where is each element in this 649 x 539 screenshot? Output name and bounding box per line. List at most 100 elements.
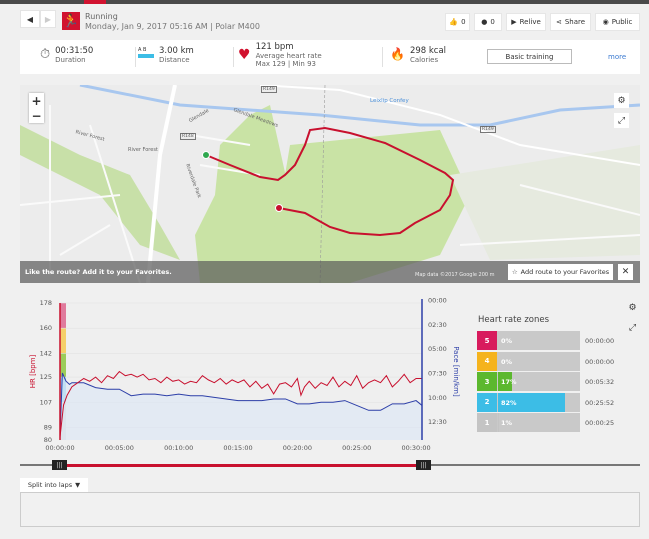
- zone-band: [60, 303, 66, 329]
- zone-percent: 0%: [501, 357, 513, 366]
- hr-minmax: Max 129 | Min 93: [255, 60, 316, 68]
- relive-button[interactable]: ▶ Relive: [506, 13, 546, 31]
- laps-panel: [20, 492, 640, 527]
- share-button[interactable]: ⋖ Share: [550, 13, 591, 31]
- map-copyright: Map data ©2017 Google 200 m: [415, 272, 495, 278]
- zone-percent: 0%: [501, 337, 513, 345]
- hr-pace-chart[interactable]: 80 89 107 125 142 160 178 00:00 02:30 05:00 07:30 1…: [0, 295, 470, 460]
- x-tick-label: 00:30:00: [401, 444, 430, 452]
- zone-number: 3: [477, 372, 497, 391]
- distance-label: Distance: [159, 56, 190, 64]
- sport-title: Running: [85, 12, 118, 21]
- hr-label: Average heart rate: [255, 52, 322, 60]
- add-to-favorites-button[interactable]: ☆ Add route to your Favorites: [508, 264, 613, 280]
- share-icon: ⋖: [555, 18, 562, 26]
- zoom-out-button[interactable]: −: [31, 108, 42, 123]
- y-tick-label: 80: [44, 436, 52, 444]
- map-fullscreen-button[interactable]: ⤢: [614, 113, 629, 128]
- favorites-prompt: Like the route? Add it to your Favorites…: [25, 268, 172, 276]
- favorites-banner: Like the route? Add it to your Favorites…: [20, 261, 640, 283]
- like-button[interactable]: 👍 0: [445, 13, 470, 31]
- map-label: R149: [261, 86, 277, 93]
- zone-number: 1: [477, 413, 497, 432]
- summary-bar: ⏱ 00:31:50 Duration A B 3.00 km Distance ♥…: [20, 40, 640, 74]
- more-link[interactable]: more: [608, 53, 627, 61]
- distance-stat: A B 3.00 km Distance: [138, 47, 194, 64]
- y2-tick-label: 05:00: [428, 345, 447, 353]
- close-banner-button[interactable]: ✕: [618, 264, 633, 280]
- thumbs-up-icon: 👍: [449, 18, 459, 26]
- expand-icon: ⤢: [617, 115, 626, 126]
- zone-band: [60, 328, 66, 354]
- next-button[interactable]: ▶: [40, 10, 56, 28]
- zone-bar: [498, 392, 566, 412]
- range-end-handle[interactable]: |||: [416, 460, 431, 470]
- zone-row-4: 4 0%: [477, 351, 580, 371]
- caret-down-icon: ▼: [75, 481, 81, 489]
- expand-icon: ⤢: [628, 322, 637, 333]
- y-tick-label: 160: [40, 324, 52, 332]
- y2-tick-label: 12:30: [428, 418, 447, 426]
- share-label: Share: [564, 18, 586, 26]
- range-slider[interactable]: [20, 463, 640, 467]
- zone-row-3: 3 17%: [477, 372, 580, 391]
- y-tick-label: 142: [40, 349, 52, 357]
- route-map[interactable]: + − ⚙ ⤢ Leixlip Confey Glendale Glendale…: [20, 85, 640, 283]
- training-benefit-button[interactable]: Basic training: [487, 49, 572, 64]
- distance-icon: A B: [138, 47, 154, 58]
- y2-tick-label: 07:30: [428, 370, 447, 378]
- y2-tick-label: 00:00: [428, 297, 447, 305]
- map-label: River Forest: [128, 147, 158, 153]
- calories-label: Calories: [409, 56, 439, 64]
- map-settings-button[interactable]: ⚙: [614, 93, 629, 108]
- y2-tick-label: 02:30: [428, 321, 447, 329]
- y-tick-label: 178: [40, 299, 52, 307]
- hr-value: 121 bpm: [255, 42, 294, 52]
- calories-stat: 🔥 298 kcal Calories: [390, 47, 446, 65]
- zoom-control: + −: [29, 93, 44, 123]
- zone-bar: [498, 413, 499, 432]
- chart-fullscreen-button[interactable]: ⤢: [625, 320, 640, 335]
- top-bar: [0, 0, 649, 4]
- heart-rate-stat: ♥ 121 bpm Average heart rate Max 129 | Min…: [238, 42, 322, 69]
- gear-icon: ⚙: [628, 302, 637, 313]
- zone-percent: 82%: [501, 398, 517, 407]
- gear-icon: ⚙: [617, 95, 626, 106]
- zone-time: 00:00:00: [585, 337, 615, 345]
- zones-title: Heart rate zones: [478, 315, 550, 325]
- running-icon: 🏃: [62, 12, 80, 30]
- stopwatch-icon: ⏱: [40, 47, 51, 62]
- chart-settings-button[interactable]: ⚙: [625, 300, 640, 315]
- y-tick-label: 125: [40, 373, 52, 381]
- x-tick-label: 00:15:00: [223, 444, 252, 452]
- x-tick-label: 00:10:00: [164, 444, 193, 452]
- y2-tick-label: 10:00: [428, 394, 447, 402]
- map-canvas: [20, 85, 640, 283]
- zone-number: 4: [477, 351, 497, 371]
- pace-area: [60, 373, 422, 440]
- eye-icon: ◉: [602, 18, 609, 26]
- zone-row-1: 1 1%: [477, 413, 580, 432]
- zone-bar: [498, 372, 512, 391]
- zone-time: 00:00:25: [585, 419, 615, 427]
- duration-value: 00:31:50: [55, 46, 94, 56]
- hr-series-line: [59, 370, 422, 438]
- heart-icon: ♥: [238, 47, 251, 63]
- zone-number: 2: [477, 392, 497, 412]
- previous-button[interactable]: ◀: [20, 10, 40, 28]
- y-axis-label: HR [bpm]: [29, 354, 37, 388]
- relive-label: Relive: [519, 18, 541, 26]
- arrow-left-icon: ◀: [26, 14, 34, 24]
- public-button[interactable]: ◉ Public: [595, 13, 640, 31]
- range-start-handle[interactable]: |||: [52, 460, 67, 470]
- star-icon: ☆: [511, 268, 518, 276]
- split-into-laps-dropdown[interactable]: Split into laps ▼: [20, 478, 88, 492]
- comment-button[interactable]: ● 0: [474, 13, 502, 31]
- zone-row-2: 2 82%: [477, 392, 580, 412]
- x-tick-label: 00:00:00: [45, 444, 74, 452]
- comment-count: 0: [490, 18, 495, 26]
- x-tick-label: 00:25:00: [342, 444, 371, 452]
- zone-time: 00:25:52: [585, 398, 615, 407]
- zoom-in-button[interactable]: +: [31, 93, 42, 108]
- y-tick-label: 107: [40, 398, 52, 406]
